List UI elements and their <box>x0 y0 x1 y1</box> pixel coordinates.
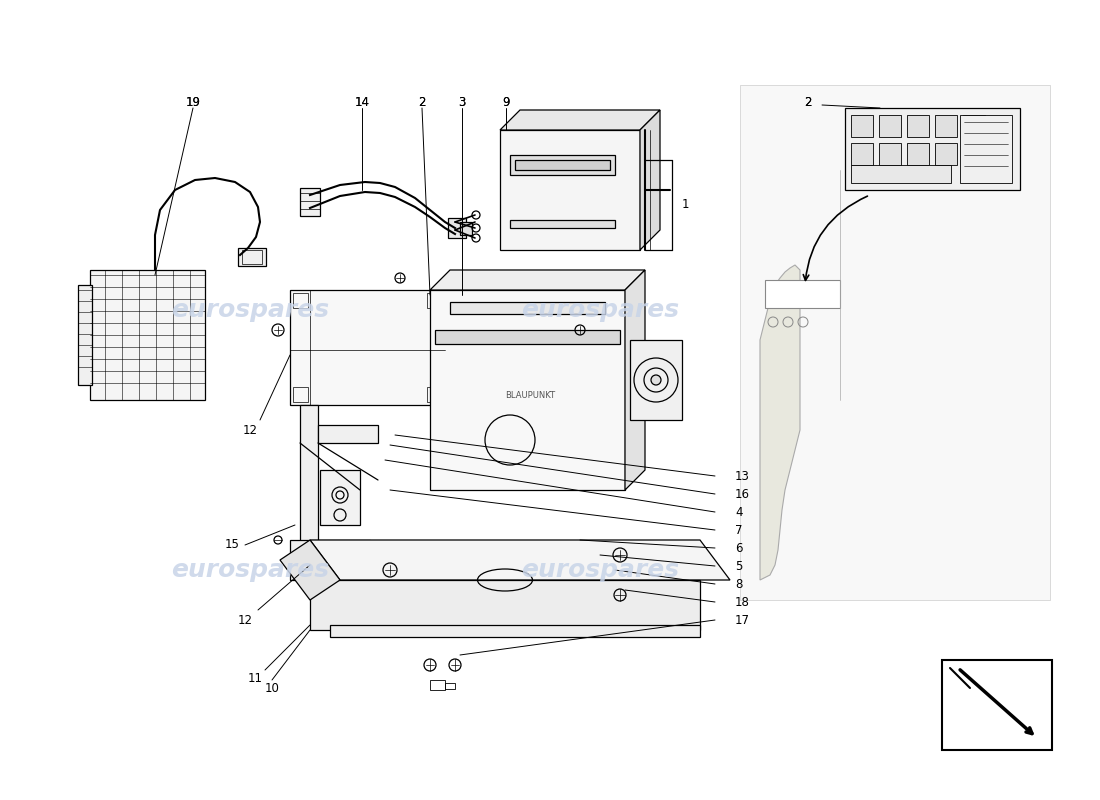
Bar <box>908 115 930 137</box>
Text: 13: 13 <box>735 470 750 482</box>
Bar <box>908 143 930 165</box>
Bar <box>430 290 625 490</box>
Bar <box>515 160 611 170</box>
Text: 3: 3 <box>459 95 465 109</box>
Text: eurospares: eurospares <box>521 298 679 322</box>
Bar <box>935 115 957 137</box>
Text: 17: 17 <box>735 614 750 626</box>
Bar <box>320 470 360 525</box>
Text: 3: 3 <box>459 95 465 109</box>
Bar <box>446 683 455 689</box>
Bar <box>500 130 640 250</box>
Bar <box>78 285 92 385</box>
Bar <box>293 293 308 308</box>
Text: 12: 12 <box>242 423 257 437</box>
Polygon shape <box>640 110 660 250</box>
Bar <box>845 108 1020 190</box>
Polygon shape <box>430 270 645 290</box>
Bar <box>510 220 615 228</box>
Bar <box>238 248 266 266</box>
Bar <box>293 387 308 402</box>
Bar <box>879 115 901 137</box>
Bar <box>90 270 205 400</box>
Bar <box>960 115 1012 183</box>
Text: 5: 5 <box>735 559 743 573</box>
Text: 1: 1 <box>681 198 689 211</box>
Text: 8: 8 <box>735 578 743 590</box>
Text: BLAUPUNKT: BLAUPUNKT <box>505 390 556 399</box>
Bar <box>300 405 318 555</box>
Bar <box>630 340 682 420</box>
Bar <box>290 290 446 405</box>
Text: 14: 14 <box>354 95 370 109</box>
Bar <box>962 115 984 137</box>
Text: 2: 2 <box>418 95 426 109</box>
Polygon shape <box>310 540 730 580</box>
Text: 9: 9 <box>503 95 509 109</box>
Bar <box>460 222 472 235</box>
Text: eurospares: eurospares <box>170 298 329 322</box>
Polygon shape <box>760 265 800 580</box>
Bar <box>427 387 442 402</box>
Text: 15: 15 <box>224 538 240 551</box>
Bar <box>318 425 378 443</box>
Circle shape <box>651 375 661 385</box>
Circle shape <box>424 659 436 671</box>
Bar <box>300 188 320 216</box>
Text: 2: 2 <box>418 95 426 109</box>
Text: 7: 7 <box>735 523 743 537</box>
Bar <box>242 250 262 264</box>
Text: eurospares: eurospares <box>170 558 329 582</box>
Text: 12: 12 <box>238 614 253 626</box>
Bar <box>942 660 1052 750</box>
Text: 10: 10 <box>265 682 279 694</box>
Text: 19: 19 <box>186 95 200 109</box>
Text: 19: 19 <box>186 95 200 109</box>
Text: 18: 18 <box>735 595 750 609</box>
Text: 2: 2 <box>804 95 812 109</box>
Bar <box>935 143 957 165</box>
Bar <box>430 680 446 690</box>
Bar <box>450 302 605 314</box>
Text: 4: 4 <box>735 506 743 518</box>
Polygon shape <box>500 110 660 130</box>
Bar <box>851 143 873 165</box>
Bar <box>510 155 615 175</box>
Bar <box>851 165 952 183</box>
Text: 16: 16 <box>735 487 750 501</box>
Text: 9: 9 <box>503 95 509 109</box>
Text: 11: 11 <box>248 671 263 685</box>
Text: 2: 2 <box>804 95 812 109</box>
Bar <box>879 143 901 165</box>
Text: 6: 6 <box>735 542 743 554</box>
Polygon shape <box>310 580 700 630</box>
Bar <box>851 115 873 137</box>
Bar <box>448 218 466 238</box>
Bar <box>962 143 984 165</box>
Text: 14: 14 <box>354 95 370 109</box>
Circle shape <box>614 589 626 601</box>
Circle shape <box>449 659 461 671</box>
Text: eurospares: eurospares <box>521 558 679 582</box>
Bar <box>330 625 700 637</box>
Bar <box>427 293 442 308</box>
Bar <box>764 280 840 308</box>
Bar <box>290 540 370 580</box>
Bar <box>434 330 620 344</box>
Polygon shape <box>280 540 340 600</box>
Polygon shape <box>625 270 645 490</box>
Polygon shape <box>740 85 1050 600</box>
